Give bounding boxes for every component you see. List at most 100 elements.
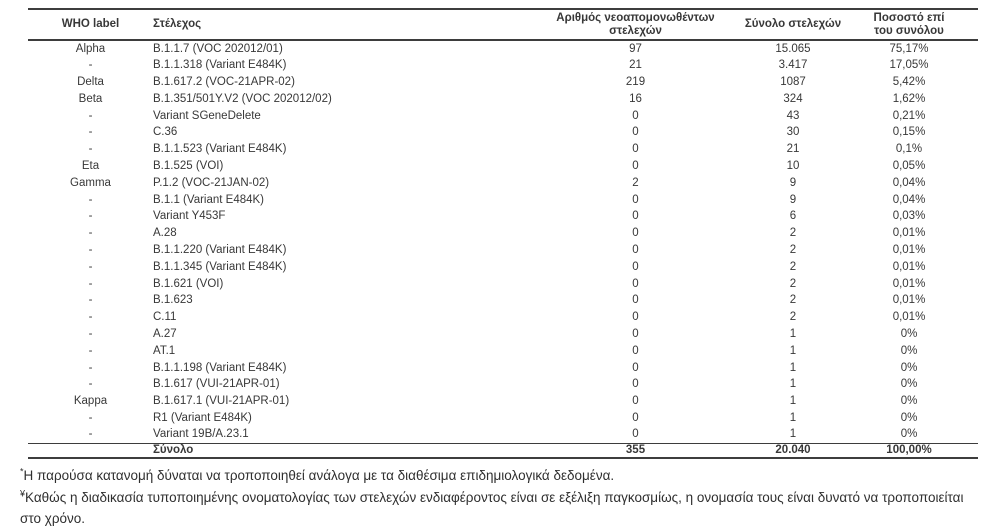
table-cell: 0 [632,143,639,156]
table-row: - C.11 0 2 0,01% [28,309,978,326]
table-cell: 1 [789,411,797,424]
table-row: - B.1.1.198 (Variant E484K) 0 1 0% [28,359,978,376]
table-cell: P.1.2 (VOC-21JAN-02) [153,176,270,189]
table-cell: B.1.1.220 (Variant E484K) [153,243,287,256]
table-cell: Variant SGeneDelete [153,109,261,122]
table-cell: A.28 [153,227,177,240]
table-row: Gamma P.1.2 (VOC-21JAN-02) 2 9 0,04% [28,174,978,191]
footnote: *Η παρούσα κατανομή δύναται να τροποποιη… [20,465,965,487]
total-row: Σύνολο 355 20.040 100,00% [28,443,978,459]
table-cell: 1 [789,361,797,374]
table-cell: 0% [900,411,918,424]
table-cell: 0 [632,311,639,324]
footnote-text: Καθώς η διαδικασία τυποποιημένης ονοματο… [20,489,964,527]
table-cell: - [88,311,93,324]
table-row: - B.1.623 0 2 0,01% [28,292,978,309]
table-cell: 0% [900,428,918,441]
table-cell: 0 [632,277,639,290]
footnote-marker: * [20,466,24,477]
table-cell: 30 [786,126,800,139]
table-cell: 0,01% [892,243,926,256]
table-cell: 219 [625,75,646,88]
table-cell: B.1.621 (VOI) [153,277,224,290]
table-cell: B.1.1.318 (Variant E484K) [153,59,287,72]
table-cell: - [88,210,93,223]
table-row: - B.1.1.220 (Variant E484K) 0 2 0,01% [28,242,978,259]
table-row: Alpha B.1.1.7 (VOC 202012/01) 97 15.065 75,1… [28,40,978,57]
table-cell: 3.417 [778,59,808,72]
header-percent-of-total: Ποσοστό επί του συνόλου [873,12,945,37]
table-cell: Beta [78,92,103,105]
table-cell: 1 [789,344,797,357]
table-cell: 324 [783,92,803,105]
table-cell: B.1.1.523 (Variant E484K) [153,143,287,156]
table-cell: Delta [77,75,104,88]
table-cell: 0,01% [892,277,926,290]
table-cell: Kappa [73,395,108,408]
table-cell: 0 [632,126,639,139]
table-cell: - [88,294,93,307]
table-cell: 0 [632,109,639,122]
table-row: - B.1.617 (VUI-21APR-01) 0 1 0% [28,376,978,393]
table-row: - C.36 0 30 0,15% [28,124,978,141]
total-cell-percent: 100,00% [886,444,932,457]
total-cell-label: Σύνολο [153,444,194,457]
table-body: Alpha B.1.1.7 (VOC 202012/01) 97 15.065 75,1… [28,40,978,443]
table-cell: 17,05% [889,59,929,72]
table-cell: B.1.351/501Y.V2 (VOC 202012/02) [153,92,332,105]
table-cell: 0,21% [892,109,926,122]
table-cell: 0,15% [892,126,926,139]
table-cell: 0 [632,260,639,273]
footnote: ¥Καθώς η διαδικασία τυποποιημένης ονοματ… [20,487,965,530]
table-cell: 15.065 [775,42,811,55]
footnote-text: Η παρούσα κατανομή δύναται να τροποποιηθ… [23,468,615,484]
table-row: - B.1.1.345 (Variant E484K) 0 2 0,01% [28,258,978,275]
table-cell: 5,42% [892,75,926,88]
table-cell: 97 [629,42,642,55]
table-cell: - [88,243,93,256]
table-footer: Σύνολο 355 20.040 100,00% [28,443,978,459]
table-row: - AT.1 0 1 0% [28,342,978,359]
table-cell: - [88,260,93,273]
table-cell: Variant Y453F [153,210,226,223]
table-cell: 0 [632,344,639,357]
total-cell-new-isolates: 355 [625,444,646,457]
table-cell: - [88,344,93,357]
table-cell: 9 [789,176,797,189]
total-cell-who-label [28,443,153,458]
header-who-label: WHO label [61,18,120,31]
table-cell: B.1.617.1 (VUI-21APR-01) [153,395,290,408]
table-cell: - [88,126,93,139]
table-cell: R1 (Variant E484K) [153,411,252,424]
table-cell: 0 [632,378,639,391]
table-cell: C.36 [153,126,178,139]
table-cell: - [88,59,93,72]
table-cell: 0 [632,227,639,240]
table-cell: 0 [632,361,639,374]
footnote-marker: ¥ [20,488,26,499]
table-cell: B.1.1.345 (Variant E484K) [153,260,287,273]
table-cell: 0% [900,378,918,391]
table-cell: A.27 [153,327,177,340]
table-cell: 16 [629,92,642,105]
table-cell: B.1.617.2 (VOC-21APR-02) [153,75,295,88]
table-row: Delta B.1.617.2 (VOC-21APR-02) 219 1087 5,42… [28,74,978,91]
footnotes: *Η παρούσα κατανομή δύναται να τροποποιη… [20,465,965,530]
table-row: - A.28 0 2 0,01% [28,225,978,242]
table-cell: 75,17% [889,42,929,55]
table-cell: 1 [789,395,797,408]
table-cell: 0% [900,327,918,340]
table-cell: 0,01% [892,294,926,307]
header-strain: Στέλεχος [153,18,202,31]
table-cell: 0,01% [892,227,926,240]
table-cell: 2 [789,277,797,290]
table-cell: 0,05% [892,159,926,172]
table-cell: 0% [900,344,918,357]
table-cell: AT.1 [153,344,176,357]
table-cell: 0 [632,327,639,340]
table-row: - Variant Y453F 0 6 0,03% [28,208,978,225]
table-row: Beta B.1.351/501Y.V2 (VOC 202012/02) 16 324… [28,90,978,107]
table-cell: - [88,361,93,374]
table-cell: 0,01% [892,260,926,273]
table-row: Kappa B.1.617.1 (VUI-21APR-01) 0 1 0% [28,393,978,410]
